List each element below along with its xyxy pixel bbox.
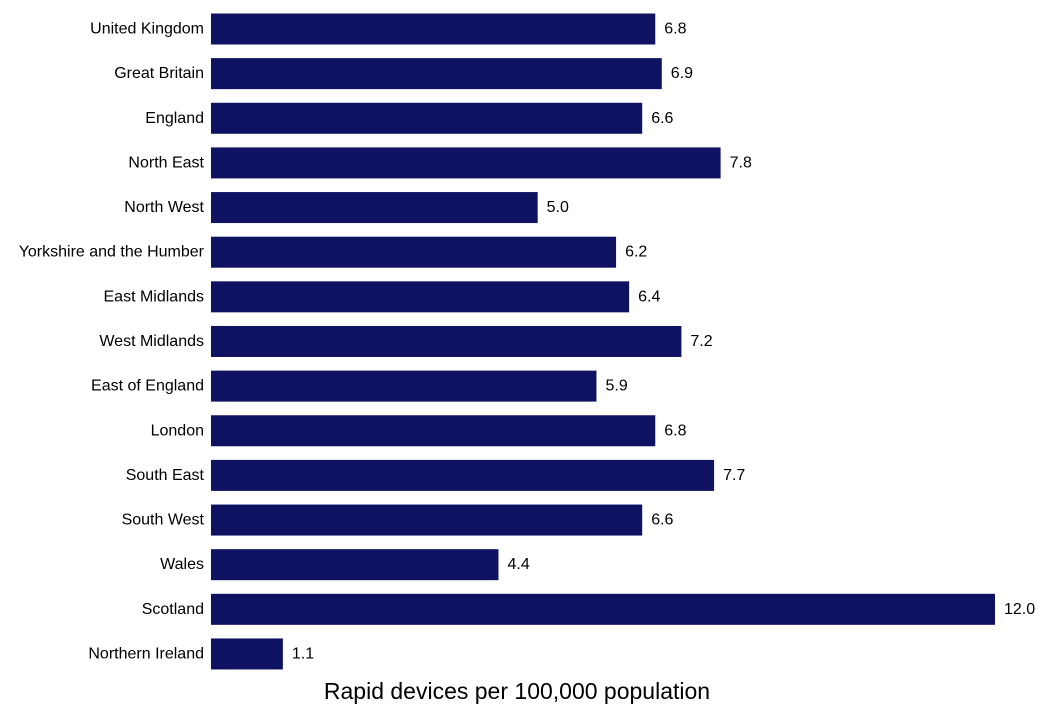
value-label: 6.6 [651,512,673,529]
bar [211,58,662,90]
value-label: 7.2 [690,333,712,350]
category-label: North East [128,154,204,171]
category-label: South East [126,467,205,484]
bar [211,13,656,45]
bar [211,638,283,670]
category-label: North West [124,199,204,216]
category-label: East Midlands [104,288,205,305]
bar [211,593,995,625]
bar [211,192,538,224]
category-label: United Kingdom [90,21,204,38]
category-label: South West [122,512,205,529]
bar [211,236,617,268]
value-label: 6.6 [651,110,673,127]
category-label: West Midlands [99,333,204,350]
bar [211,504,643,536]
x-axis-title: Rapid devices per 100,000 population [324,678,710,704]
bar [211,102,643,134]
value-label: 6.8 [664,422,686,439]
category-labels: United Kingdom Great Britain England North … [19,21,205,663]
category-label: London [151,422,204,439]
category-label: East of England [91,378,204,395]
bar [211,147,721,179]
bar [211,325,682,357]
category-label: Great Britain [114,65,204,82]
bar [211,370,597,402]
bars-layer [211,13,995,670]
category-label: Scotland [142,601,204,618]
value-label: 7.8 [730,154,752,171]
bar [211,415,656,447]
value-label: 5.9 [605,378,627,395]
value-label: 6.8 [664,21,686,38]
category-label: Yorkshire and the Humber [19,244,205,261]
bar [211,549,499,581]
value-labels: 6.8 6.9 6.6 7.8 5.0 6.2 6.4 7.2 5.9 6.8 7.7 6.6 4.4 1… [292,21,1035,663]
value-label: 12.0 [1004,601,1035,618]
value-label: 1.1 [292,645,314,662]
category-label: Northern Ireland [88,645,204,662]
value-label: 6.9 [671,65,693,82]
value-label: 5.0 [547,199,569,216]
value-label: 6.4 [638,288,660,305]
bar [211,281,630,313]
category-label: England [145,110,204,127]
category-label: Wales [160,556,204,573]
value-label: 6.2 [625,244,647,261]
value-label: 7.7 [723,467,745,484]
value-label: 4.4 [507,556,529,573]
bar [211,459,715,491]
